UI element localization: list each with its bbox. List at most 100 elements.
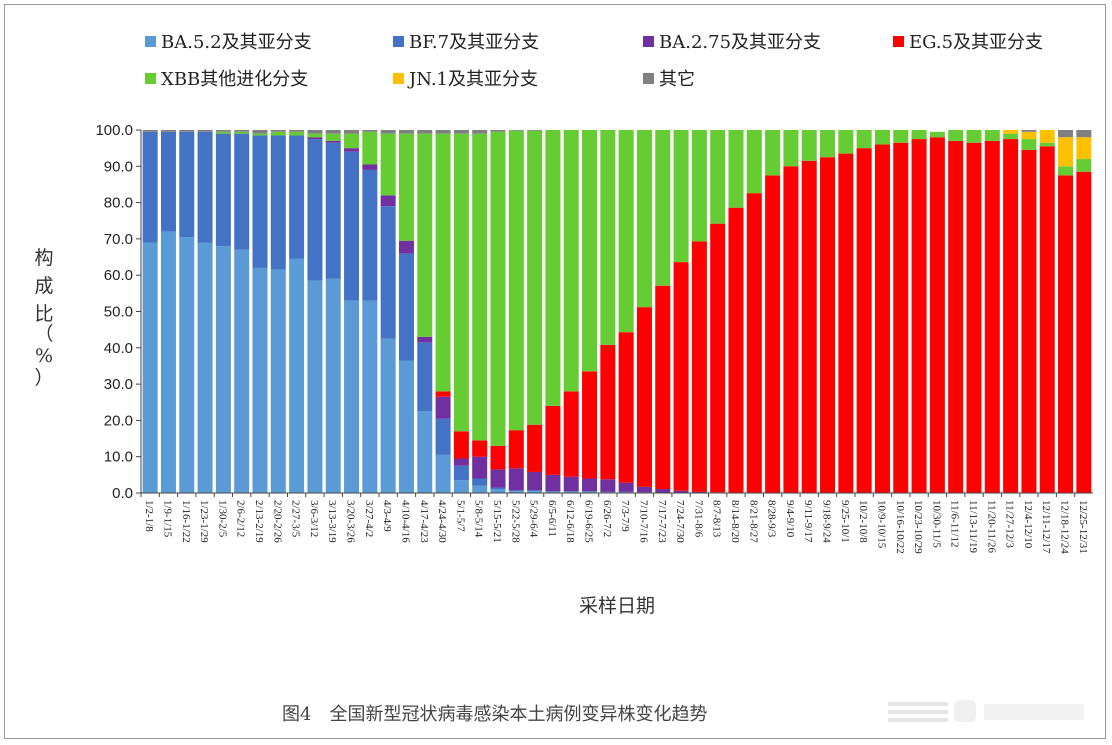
bar-segment — [911, 130, 927, 140]
figure-caption: 图4 全国新型冠状病毒感染本土病例变异株变化趋势 — [282, 704, 707, 725]
bar-segment — [490, 469, 506, 488]
bar-segment — [417, 336, 433, 343]
bar-segment — [289, 130, 305, 132]
bar-segment — [600, 479, 616, 492]
x-tick-label: 12/11-12/17 — [1040, 500, 1052, 554]
bar-segment — [636, 486, 652, 493]
bar-segment — [307, 280, 323, 493]
legend-item: EG.5及其亚分支 — [893, 32, 1043, 53]
bar-segment — [1076, 137, 1092, 160]
bar-segment — [582, 130, 598, 372]
legend-swatch — [893, 36, 904, 47]
legend-item: 其它 — [643, 69, 695, 90]
legend-item: XBB其他进化分支 — [145, 69, 308, 90]
bar-segment — [710, 130, 726, 224]
bar-segment — [1076, 171, 1092, 493]
bar-segment — [435, 130, 451, 134]
y-tick-label: 40.0 — [104, 340, 133, 357]
bar-segment — [563, 491, 579, 493]
x-tick-label: 11/20-11/26 — [985, 500, 997, 553]
bar-segment — [820, 130, 836, 158]
bar-segment — [563, 476, 579, 492]
bar-segment — [215, 131, 231, 134]
bar-segment — [453, 465, 469, 481]
x-tick-label: 10/9-10/15 — [875, 500, 887, 549]
bar-segment — [856, 148, 872, 493]
bar-segment — [179, 237, 195, 493]
y-tick-label: 0.0 — [112, 485, 133, 502]
y-axis-title: 构成比（%） — [34, 247, 53, 389]
bar-segment — [417, 133, 433, 337]
x-tick-label: 3/13-3/19 — [326, 500, 338, 543]
bar-segment — [398, 360, 414, 493]
bar-segment — [893, 130, 909, 143]
bar-segment — [508, 430, 524, 469]
x-tick-label: 5/1-5/7 — [454, 500, 466, 532]
bar-segment — [398, 130, 414, 134]
bar-segment — [636, 130, 652, 308]
x-tick-label: 6/26-7/2 — [601, 500, 613, 537]
x-tick-label: 10/16-10/22 — [894, 500, 906, 554]
x-tick-label: 9/4-9/10 — [784, 500, 796, 538]
bar-segment — [380, 195, 396, 207]
bar-segment — [307, 130, 323, 134]
x-tick-label: 7/10-7/16 — [637, 500, 649, 543]
bar-segment — [453, 480, 469, 493]
x-tick-label: 10/23-10/29 — [912, 500, 924, 554]
bar-segment — [252, 267, 268, 493]
bar-segment — [545, 130, 561, 406]
x-tick-label: 8/14-8/20 — [729, 500, 741, 543]
legend-item: JN.1及其亚分支 — [393, 69, 538, 90]
x-tick-label: 2/6-2/12 — [235, 500, 247, 537]
bar-segment — [472, 440, 488, 457]
legend-swatch — [643, 73, 654, 84]
y-tick-label: 90.0 — [104, 158, 133, 175]
bar-segment — [527, 491, 543, 493]
bar-segment — [1003, 130, 1019, 134]
bar-segment — [527, 130, 543, 131]
bar-segment — [380, 206, 396, 339]
bar-segment — [270, 269, 286, 493]
bar-segment — [948, 140, 964, 493]
bar-segment — [783, 130, 799, 167]
x-tick-label: 11/6-11/12 — [949, 500, 961, 547]
bar-segment — [508, 468, 524, 491]
x-tick-label: 6/12-6/18 — [564, 500, 576, 543]
x-tick-label: 12/18-12/24 — [1059, 500, 1071, 554]
legend-item: BA.2.75及其亚分支 — [643, 32, 821, 53]
x-tick-label: 2/20-2/26 — [271, 500, 283, 543]
x-tick-label: 11/27-12/3 — [1004, 500, 1016, 548]
bar-segment — [728, 207, 744, 493]
bar-segment — [691, 491, 707, 493]
bar-segment — [1039, 142, 1055, 147]
bar-segment — [307, 137, 323, 140]
legend-swatch — [643, 36, 654, 47]
bar-segment — [545, 405, 561, 475]
bar-segment — [417, 130, 433, 134]
bar-segment — [380, 133, 396, 196]
y-tick-label: 100.0 — [95, 122, 133, 139]
x-tick-label: 8/28-9/3 — [766, 500, 778, 538]
bar-segment — [874, 130, 890, 145]
bar-segment — [160, 130, 176, 132]
bar-segment — [453, 133, 469, 432]
bar-segment — [179, 130, 195, 132]
bar-segment — [472, 133, 488, 441]
bar-segment — [984, 140, 1000, 493]
bar-segment — [362, 131, 378, 165]
bar-segment — [1021, 130, 1037, 132]
bar-segment — [765, 175, 781, 494]
bar-segment — [472, 130, 488, 134]
bar-segment — [215, 246, 231, 493]
x-tick-label: 9/11-9/17 — [802, 500, 814, 543]
x-tick-label: 3/27-4/2 — [363, 500, 375, 537]
bar-segment — [673, 490, 689, 493]
bar-segment — [527, 424, 543, 472]
bar-segment — [398, 240, 414, 254]
legend-item: BF.7及其亚分支 — [393, 32, 539, 53]
bar-segment — [380, 338, 396, 493]
bar-segment — [490, 487, 506, 490]
bar-segment — [234, 130, 250, 132]
bar-segment — [966, 130, 982, 143]
bar-segment — [289, 135, 305, 259]
